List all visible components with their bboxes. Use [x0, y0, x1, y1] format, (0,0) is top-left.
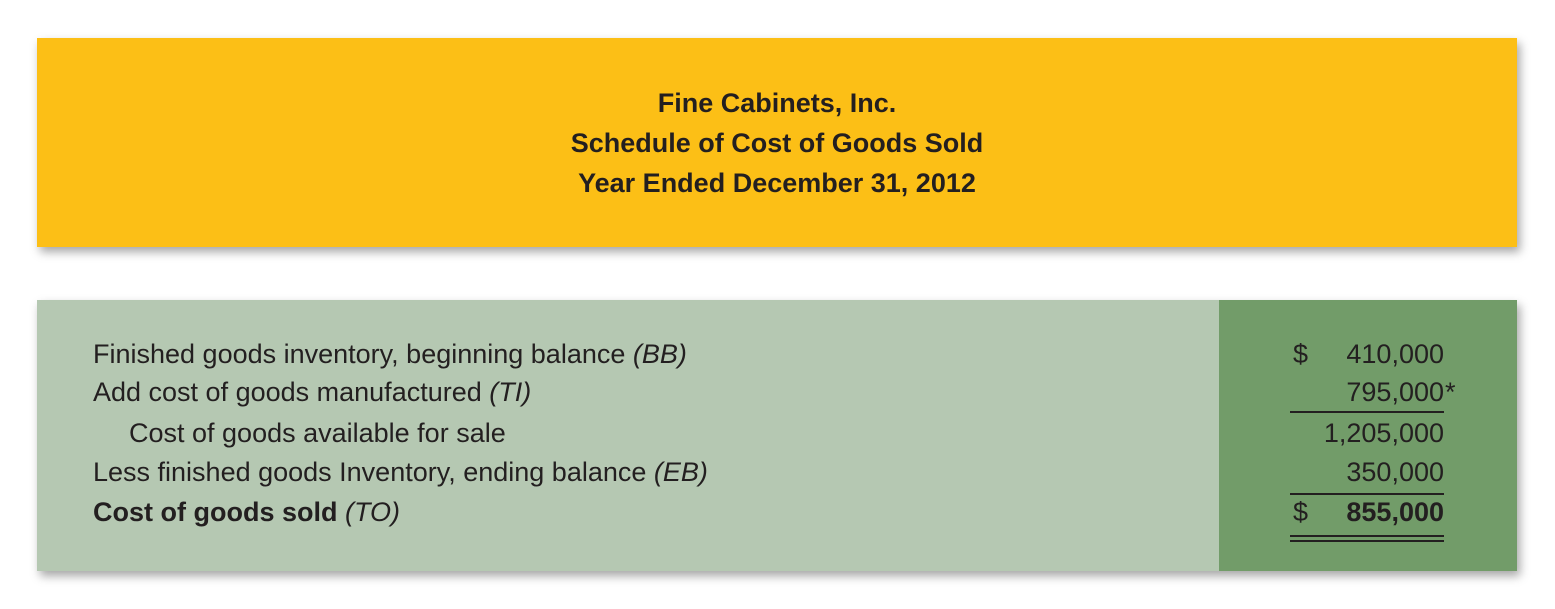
dollar-sign: $ [1293, 497, 1309, 527]
schedule-title: Schedule of Cost of Goods Sold [570, 127, 984, 158]
row-label-text: Cost of goods sold [93, 497, 338, 527]
amount-column [1219, 300, 1517, 571]
row-code: (BB) [632, 339, 687, 369]
row-amount: 855,000 [1346, 497, 1444, 527]
double-rule-bottom [1290, 540, 1444, 542]
row-label: Cost of goods sold (TO) [93, 492, 400, 532]
company-name: Fine Cabinets, Inc. [657, 87, 897, 118]
schedule-header: Fine Cabinets, Inc. Schedule of Cost of … [37, 38, 1517, 247]
row-label: Less finished goods Inventory, ending ba… [93, 452, 708, 492]
footnote-marker: * [1445, 377, 1456, 407]
row-label: Add cost of goods manufactured (TI) [93, 372, 531, 412]
row-cost-of-goods-sold: Cost of goods sold (TO) $ 855,000 [37, 492, 1517, 532]
row-amount: 1,205,000 [1323, 418, 1444, 448]
double-rule-top [1290, 535, 1444, 537]
row-amount: 350,000 [1346, 457, 1444, 487]
subtotal-rule [1290, 411, 1444, 413]
row-label-text: Add cost of goods manufactured [93, 377, 482, 407]
row-ending-balance: Less finished goods Inventory, ending ba… [37, 452, 1517, 492]
row-available-for-sale: Cost of goods available for sale 1,205,0… [37, 413, 1517, 453]
row-code: (TI) [489, 377, 532, 407]
dollar-sign: $ [1293, 339, 1309, 369]
row-label: Cost of goods available for sale [129, 418, 506, 448]
schedule-body: Finished goods inventory, beginning bala… [37, 300, 1517, 571]
row-amount: 410,000 [1346, 339, 1444, 369]
row-amount: 795,000 [1346, 377, 1444, 407]
row-cost-manufactured: Add cost of goods manufactured (TI) 795,… [37, 372, 1517, 412]
total-rule [1290, 493, 1444, 495]
row-label: Finished goods inventory, beginning bala… [93, 334, 687, 374]
row-label-text: Less finished goods Inventory, ending ba… [93, 457, 647, 487]
schedule-period: Year Ended December 31, 2012 [578, 167, 976, 198]
row-label-text: Finished goods inventory, beginning bala… [93, 339, 626, 369]
row-beginning-balance: Finished goods inventory, beginning bala… [37, 334, 1517, 374]
row-code: (EB) [653, 457, 708, 487]
row-code: (TO) [345, 497, 400, 527]
